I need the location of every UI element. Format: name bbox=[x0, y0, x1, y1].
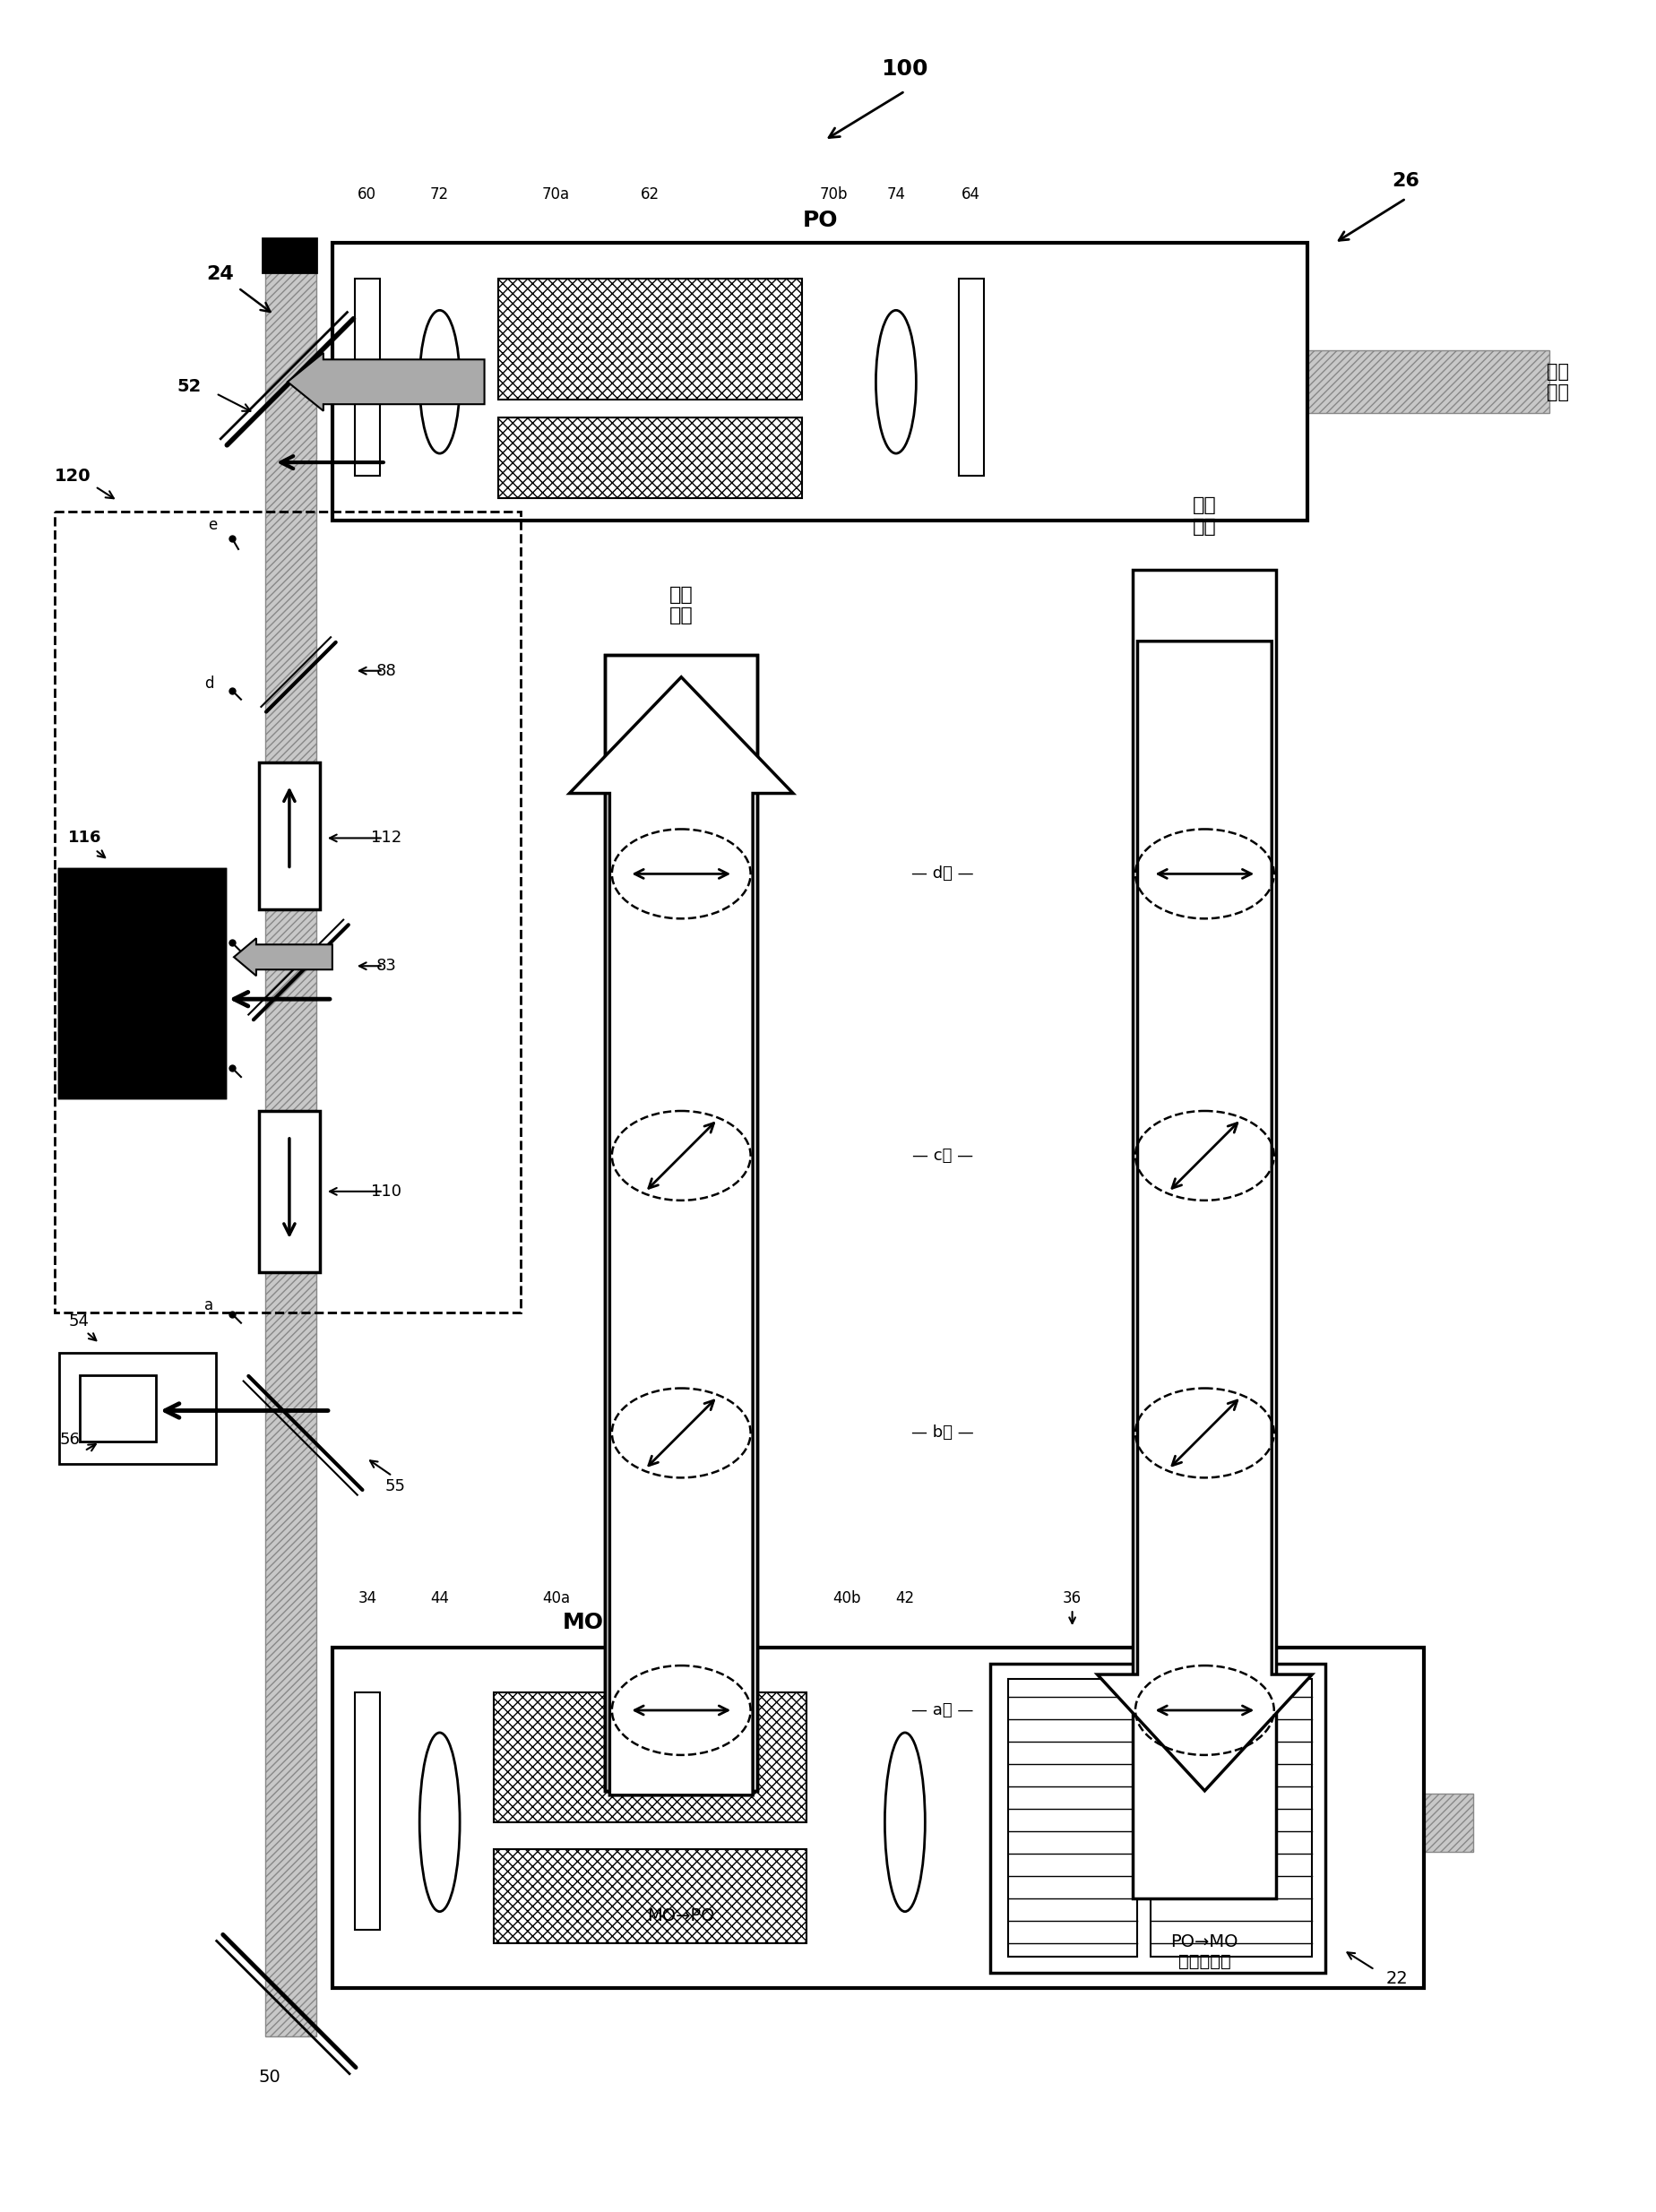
Bar bbox=[1151, 1679, 1312, 1955]
FancyArrow shape bbox=[233, 938, 333, 975]
Text: 100: 100 bbox=[881, 58, 927, 80]
Text: 64: 64 bbox=[960, 186, 980, 201]
Polygon shape bbox=[68, 878, 215, 1084]
Text: 偏振
方向: 偏振 方向 bbox=[1192, 498, 1216, 535]
Bar bbox=[55, 511, 520, 1312]
Text: 116: 116 bbox=[68, 830, 103, 847]
Text: 55: 55 bbox=[384, 1478, 406, 1495]
Text: 22: 22 bbox=[1384, 1971, 1408, 1986]
Ellipse shape bbox=[884, 1732, 924, 1911]
Text: 36: 36 bbox=[1061, 1590, 1081, 1606]
Ellipse shape bbox=[419, 1732, 460, 1911]
FancyArrow shape bbox=[570, 677, 793, 1796]
Text: 偏振
方向: 偏振 方向 bbox=[669, 586, 692, 624]
Bar bbox=[493, 1849, 806, 1942]
Text: 70a: 70a bbox=[542, 186, 570, 201]
Bar bbox=[333, 1648, 1423, 1989]
Text: 40a: 40a bbox=[542, 1590, 570, 1606]
Text: a: a bbox=[204, 1296, 214, 1314]
Text: 42: 42 bbox=[894, 1590, 914, 1606]
Bar bbox=[60, 869, 225, 1097]
Bar bbox=[497, 418, 802, 498]
Text: e: e bbox=[207, 518, 217, 533]
FancyArrow shape bbox=[288, 352, 484, 411]
Bar bbox=[497, 279, 802, 400]
Text: d: d bbox=[204, 675, 214, 692]
Text: — c点 —: — c点 — bbox=[911, 1148, 972, 1164]
Bar bbox=[354, 1692, 379, 1929]
Text: 54: 54 bbox=[68, 1314, 89, 1329]
Text: 52: 52 bbox=[177, 378, 202, 394]
Text: 74: 74 bbox=[886, 186, 904, 201]
Text: 44: 44 bbox=[431, 1590, 449, 1606]
Bar bbox=[989, 1663, 1325, 1973]
Text: 38: 38 bbox=[1222, 1590, 1240, 1606]
Text: — b点 —: — b点 — bbox=[911, 1425, 974, 1440]
Bar bbox=[262, 239, 316, 272]
Text: 120: 120 bbox=[55, 467, 91, 484]
Text: 72: 72 bbox=[431, 186, 449, 201]
Text: 30: 30 bbox=[1146, 1590, 1167, 1606]
Text: 26: 26 bbox=[1391, 173, 1419, 190]
Text: c: c bbox=[205, 927, 214, 942]
Text: PO→MO
（返回光）: PO→MO （返回光） bbox=[1171, 1933, 1237, 1971]
Bar bbox=[60, 869, 225, 1097]
Text: 34: 34 bbox=[358, 1590, 376, 1606]
Ellipse shape bbox=[876, 310, 916, 453]
Text: 62: 62 bbox=[641, 186, 659, 201]
Text: 56: 56 bbox=[60, 1431, 79, 1449]
Text: b: b bbox=[204, 1048, 214, 1066]
Text: 60: 60 bbox=[358, 186, 376, 201]
Bar bbox=[258, 763, 320, 909]
Bar bbox=[333, 349, 1548, 414]
Text: 40b: 40b bbox=[833, 1590, 861, 1606]
Bar bbox=[79, 1376, 156, 1442]
Text: MO→PO: MO→PO bbox=[647, 1907, 715, 1924]
Text: — d点 —: — d点 — bbox=[911, 865, 974, 883]
Text: 50: 50 bbox=[258, 2068, 280, 2086]
Text: 70b: 70b bbox=[818, 186, 846, 201]
Text: 88: 88 bbox=[376, 664, 396, 679]
Bar bbox=[493, 1692, 806, 1823]
Text: 32: 32 bbox=[641, 1590, 659, 1606]
Text: MO: MO bbox=[561, 1613, 603, 1632]
Text: 输出
激光: 输出 激光 bbox=[1547, 363, 1568, 400]
Bar bbox=[1007, 1679, 1138, 1955]
Bar bbox=[604, 655, 757, 1792]
Text: 112: 112 bbox=[371, 830, 401, 847]
Text: 110: 110 bbox=[371, 1183, 401, 1199]
FancyArrow shape bbox=[1096, 641, 1312, 1792]
Text: — a点 —: — a点 — bbox=[911, 1703, 974, 1719]
Text: 83: 83 bbox=[376, 958, 396, 973]
Bar bbox=[265, 272, 316, 2037]
Bar bbox=[60, 1352, 215, 1464]
Bar bbox=[604, 655, 757, 1792]
Ellipse shape bbox=[419, 310, 460, 453]
Text: 24: 24 bbox=[207, 265, 233, 283]
Bar bbox=[333, 243, 1307, 520]
Bar bbox=[333, 1794, 1472, 1851]
Text: PO: PO bbox=[802, 210, 838, 232]
Bar bbox=[258, 1110, 320, 1272]
Bar bbox=[959, 279, 984, 476]
Bar bbox=[354, 279, 379, 476]
Bar bbox=[1133, 571, 1275, 1898]
